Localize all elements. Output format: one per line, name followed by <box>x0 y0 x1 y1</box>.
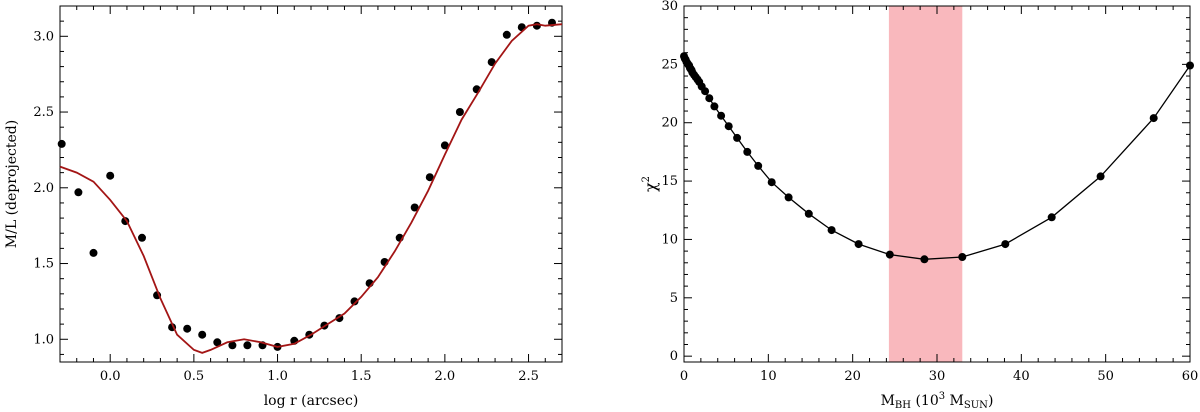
chi2-point <box>733 133 742 142</box>
chi2-y-tick-label: 0 <box>670 349 678 364</box>
ml-point <box>410 203 419 212</box>
ml-point <box>74 188 83 197</box>
ml-marks <box>57 18 563 354</box>
chi2-y-axis-label: χ2 <box>641 176 660 192</box>
ml-y-tick-label: 2.0 <box>33 181 54 196</box>
x-label-main: M <box>881 393 895 409</box>
x-label-unit: M <box>945 393 964 409</box>
ml-x-tick-label: 1.0 <box>267 369 288 384</box>
y-label-exp: 2 <box>641 176 652 182</box>
chi2-y-tick-label: 25 <box>661 57 678 72</box>
chi2-x-tick-label: 50 <box>1097 369 1114 384</box>
y-label-main: χ <box>641 182 660 192</box>
chi2-point <box>920 255 929 264</box>
ml-x-tick-label: 1.5 <box>351 369 372 384</box>
ml-profile-chart: 0.0 0.5 1.0 1.5 2.0 2.5 1.0 1.5 2.0 2.5 3.0 log r … <box>4 5 563 409</box>
chi2-point <box>701 87 710 96</box>
ml-point <box>532 21 541 30</box>
chi2-y-tick-label: 10 <box>661 232 678 247</box>
chi2-x-tick-label: 0 <box>680 369 688 384</box>
chi2-point <box>717 111 726 120</box>
ml-point <box>183 324 192 333</box>
chi2-point <box>827 226 836 235</box>
chi2-x-tick-label: 40 <box>1013 369 1030 384</box>
chi2-y-tick-label: 5 <box>670 291 678 306</box>
ml-series-1-line <box>59 23 563 354</box>
chi2-point <box>1047 213 1056 222</box>
chi2-point <box>1096 172 1105 181</box>
ml-point <box>455 108 464 116</box>
chi2-y-tick-label: 15 <box>661 174 678 189</box>
ml-point <box>440 141 449 150</box>
chi2-y-tick-label: 20 <box>661 116 678 131</box>
chi2-x-axis-label: MBH (103 MSUN) <box>881 391 994 411</box>
ml-y-tick-label: 3.0 <box>33 29 54 44</box>
x-label-unit-sub: SUN <box>964 400 988 411</box>
chi2-point <box>804 209 813 218</box>
chi2-x-tick-label: 20 <box>844 369 861 384</box>
ml-point <box>57 139 66 148</box>
ml-point <box>106 171 115 180</box>
ml-point <box>198 330 207 339</box>
chi2-point <box>1149 114 1158 123</box>
chi2-x-tick-label: 10 <box>760 369 777 384</box>
chi2-point <box>885 250 894 259</box>
ml-point <box>243 341 252 350</box>
chi2-point <box>710 102 719 111</box>
ml-point <box>425 173 434 182</box>
ml-y-tick-label: 2.5 <box>33 105 54 120</box>
ml-point <box>138 233 146 242</box>
x-label-exp: 3 <box>939 391 945 402</box>
chi2-y-tick-label: 30 <box>661 0 678 14</box>
ml-point <box>89 248 98 257</box>
chi2-x-tick-label: 60 <box>1182 369 1199 384</box>
chi2-point <box>754 161 763 170</box>
ml-x-axis-label: log r (arcsec) <box>264 393 359 409</box>
ml-x-tick-label: 0.5 <box>184 369 205 384</box>
chi2-x-tick-label: 30 <box>929 369 946 384</box>
ml-point <box>350 297 359 306</box>
ml-ticks: 0.0 0.5 1.0 1.5 2.0 2.5 1.0 1.5 2.0 2.5 3.0 <box>33 5 563 384</box>
ml-point <box>487 58 496 67</box>
chi2-point <box>767 178 776 187</box>
x-label-sub: BH <box>895 400 911 411</box>
x-label-paren: (10 <box>911 393 939 409</box>
ml-x-tick-label: 0.0 <box>100 369 121 384</box>
chi2-point <box>743 147 752 156</box>
chi2-ticks: 0 10 20 30 40 50 60 0 5 10 15 20 25 30 <box>661 0 1198 384</box>
ml-point <box>228 341 237 350</box>
chi2-point <box>784 193 793 202</box>
ml-x-tick-label: 2.0 <box>435 369 456 384</box>
ml-y-axis-label: M/L (deprojected) <box>4 120 20 248</box>
x-label-close: ) <box>988 393 993 409</box>
ml-point <box>502 30 511 39</box>
chi2-point <box>1001 240 1010 249</box>
chi2-point <box>724 122 733 131</box>
ml-plot-frame <box>59 5 563 363</box>
ml-y-tick-label: 1.5 <box>33 257 54 272</box>
confidence-band <box>888 6 963 362</box>
chi2-point <box>854 240 863 249</box>
ml-point <box>213 338 222 347</box>
chi2-point <box>705 94 714 103</box>
ml-y-tick-label: 1.0 <box>33 332 54 347</box>
chi2-point <box>958 253 967 261</box>
ml-x-tick-label: 2.5 <box>518 369 539 384</box>
